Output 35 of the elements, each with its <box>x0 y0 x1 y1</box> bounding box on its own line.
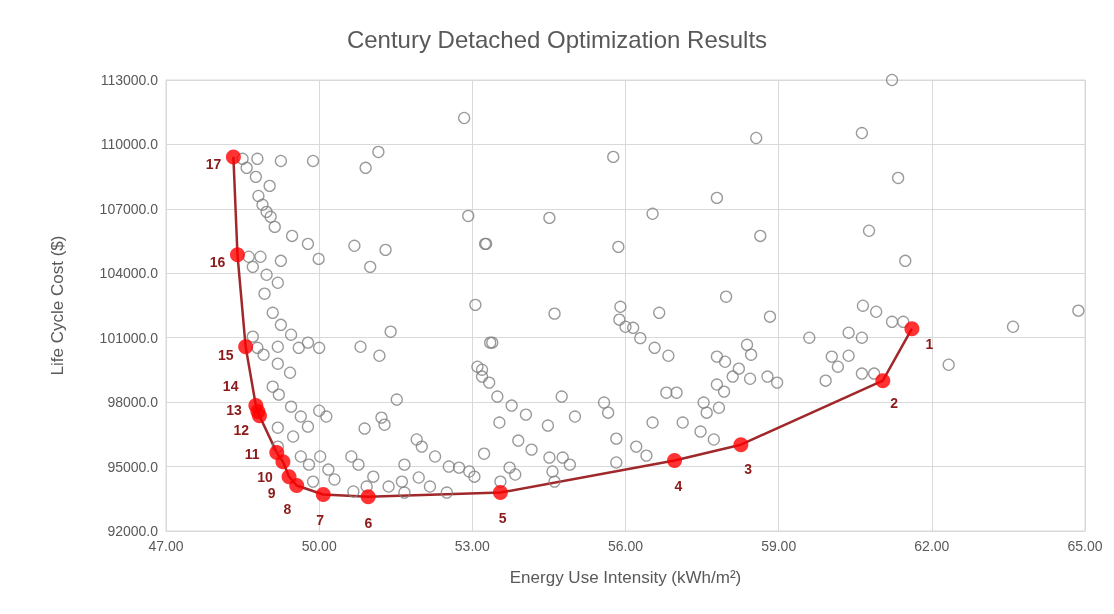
chart-title: Century Detached Optimization Results <box>346 25 768 53</box>
annotation: 16 <box>209 254 226 271</box>
annotation: 8 <box>283 501 292 518</box>
y-tick-label: 107000.0 <box>99 200 159 217</box>
annotation: 6 <box>364 514 373 531</box>
x-tick-label: 53.00 <box>454 538 491 554</box>
annotation: 2 <box>890 395 899 412</box>
y-tick-label: 95000.0 <box>107 458 159 475</box>
x-tick-label: 62.00 <box>914 538 950 554</box>
annotation: 5 <box>498 510 507 527</box>
y-tick-label: 101000.0 <box>99 329 159 346</box>
x-tick-label: 65.00 <box>1067 538 1103 554</box>
x-tick-label: 50.00 <box>301 538 337 554</box>
annotation: 17 <box>205 155 222 172</box>
annotation: 10 <box>257 468 274 485</box>
x-tick-label: 56.00 <box>607 538 644 554</box>
y-tick-label: 92000.0 <box>107 523 159 539</box>
x-tick-label: 59.00 <box>761 538 797 554</box>
annotation: 15 <box>218 347 234 364</box>
annotation: 11 <box>244 446 260 463</box>
annotation: 13 <box>226 402 243 419</box>
y-tick-label: 98000.0 <box>107 394 159 411</box>
annotation: 9 <box>267 484 276 501</box>
x-tick-label: 47.00 <box>148 538 184 554</box>
x-axis-title: Energy Use Intensity (kWh/m²) <box>509 568 742 587</box>
y-tick-label: 104000.0 <box>99 265 159 282</box>
y-axis-title: Life Cycle Cost ($) <box>48 235 67 376</box>
annotation: 1 <box>925 336 934 353</box>
annotation: 7 <box>316 512 325 529</box>
annotation: 3 <box>744 461 753 478</box>
y-tick-label: 113000.0 <box>100 72 159 88</box>
annotation: 12 <box>233 422 250 439</box>
annotation: 14 <box>222 377 239 394</box>
annotation: 4 <box>674 478 683 495</box>
y-tick-label: 110000.0 <box>100 136 159 153</box>
